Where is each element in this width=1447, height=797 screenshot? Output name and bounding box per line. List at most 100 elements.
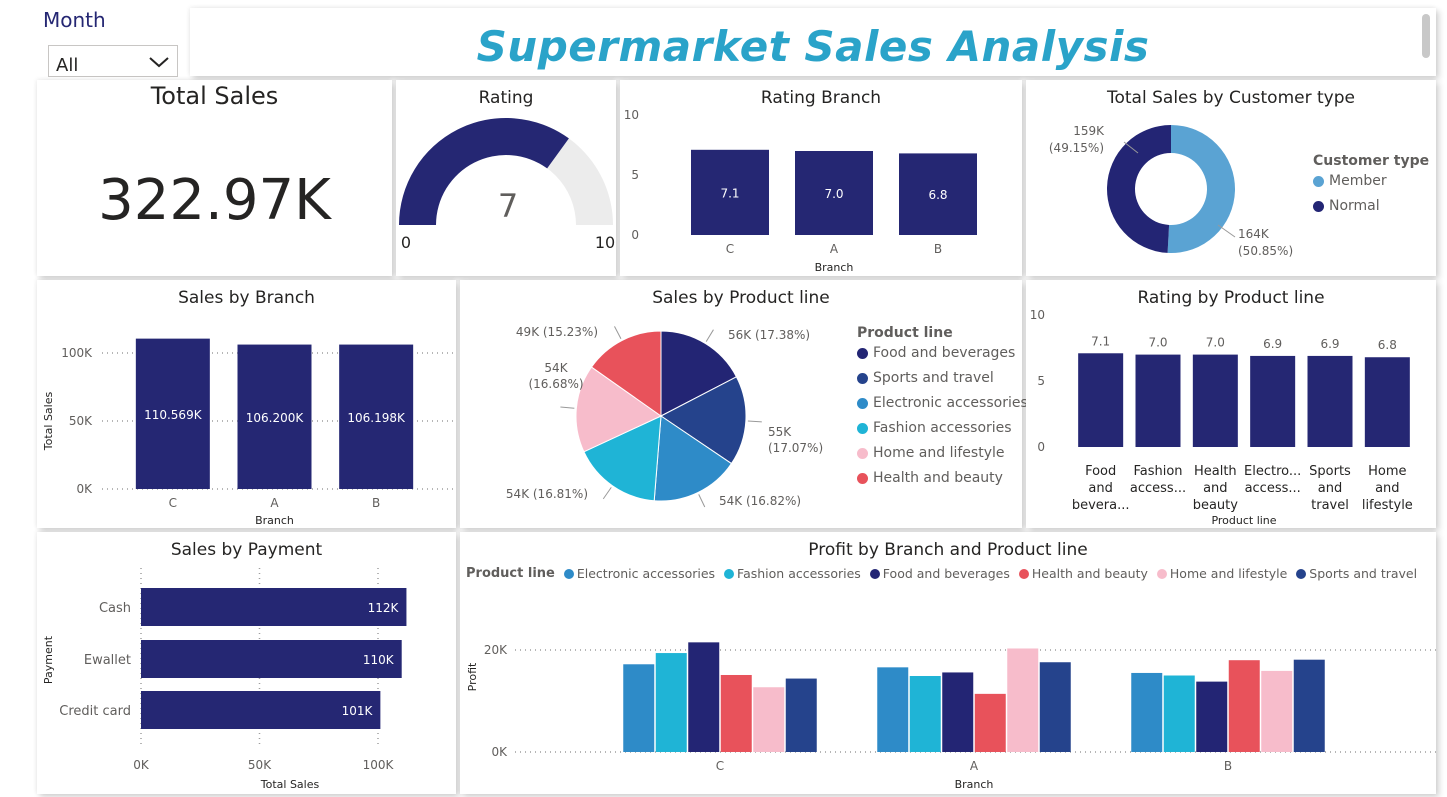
y-tick-label: 0K <box>491 745 508 759</box>
data-label: 49K (15.23%) <box>516 325 598 339</box>
legend-marker <box>563 568 574 579</box>
x-axis-title: Branch <box>255 514 294 527</box>
x-axis-title: Branch <box>815 261 854 274</box>
legend-item[interactable]: Fashion accessories <box>857 420 1028 436</box>
customer-type-chart: 164K (50.85%) 159K (49.15%) <box>1049 124 1293 258</box>
chart-title: Sales by Product line <box>652 288 830 308</box>
legend-marker <box>1018 568 1029 579</box>
chart-title: Total Sales by Customer type <box>1107 88 1355 108</box>
bar <box>135 338 210 489</box>
y-tick-label: 50K <box>69 414 93 428</box>
data-label: 55K <box>768 425 792 439</box>
x-tick-label: B <box>372 496 380 510</box>
x-tick-label: access... <box>1245 481 1301 496</box>
data-label: 6.9 <box>1320 337 1339 351</box>
bar <box>1039 662 1071 752</box>
bar <box>691 149 769 235</box>
product-pie-chart: 56K (17.38%) 55K (17.07%) 54K (16.82%) 54K (… <box>506 325 823 508</box>
bar <box>141 640 402 678</box>
rating-branch-chart: 10 5 0 7.1 C 7.0 A 6.8 B Branch <box>624 108 977 274</box>
gauge-fill <box>399 118 569 225</box>
legend-item[interactable]: Food and beverages <box>857 345 1028 361</box>
bar <box>141 691 381 729</box>
x-tick-label: lifestyle <box>1362 498 1413 513</box>
chart-title: Rating by Product line <box>1137 288 1325 308</box>
rating-product-chart: 10 5 0 7.1 Food and bevera... 7.0 Fashion access.… <box>1030 308 1413 527</box>
data-label: 56K (17.38%) <box>728 328 810 342</box>
month-slicer: Month All <box>37 8 189 78</box>
data-label: 54K (16.81%) <box>506 487 588 501</box>
data-label: 7.0 <box>824 187 843 201</box>
x-tick-label: Home <box>1368 464 1406 479</box>
bar <box>1163 675 1195 752</box>
bar <box>1131 672 1163 752</box>
chevron-down-icon <box>149 57 169 68</box>
legend-marker <box>857 397 868 409</box>
bar <box>785 678 817 752</box>
bar <box>1364 357 1410 447</box>
sales-payment-card: Sales by Payment 0K 50K 100K 112K Cash 110K Ew… <box>37 532 456 794</box>
x-tick-label: Electro... <box>1244 464 1301 479</box>
legend-item[interactable]: Home and lifestyle <box>1156 566 1287 581</box>
month-dropdown[interactable]: All <box>48 45 178 77</box>
x-tick-label: A <box>830 242 839 256</box>
pie-slice <box>575 366 662 453</box>
donut-slice <box>1106 125 1171 253</box>
bar <box>795 151 873 235</box>
leader-line <box>1123 141 1139 154</box>
kpi-total-sales-card: Total Sales 322.97K <box>37 80 392 276</box>
legend-item[interactable]: Electronic accessories <box>857 395 1028 411</box>
profit-card: Profit by Branch and Product line Produc… <box>460 532 1436 794</box>
profit-legend: Product line Electronic accessories Fashi… <box>466 566 1417 581</box>
bar <box>974 693 1006 752</box>
legend-item[interactable]: Sports and travel <box>857 370 1028 386</box>
gauge-min-label: 0 <box>401 233 411 252</box>
legend-marker <box>857 372 868 384</box>
scrollbar[interactable] <box>1422 14 1430 58</box>
legend-marker <box>724 568 735 579</box>
chart-title: Profit by Branch and Product line <box>808 540 1088 560</box>
legend-item[interactable]: Home and lifestyle <box>857 445 1028 461</box>
leader-line <box>698 494 706 508</box>
bar <box>1196 681 1228 752</box>
x-tick-label: beauty <box>1193 498 1239 513</box>
sales-branch-chart: 100K 50K 0K 110.569K C 106.200K A 106.198K B Bran… <box>42 338 456 527</box>
pie-slice <box>660 330 738 417</box>
legend-marker <box>1313 175 1324 187</box>
data-label: 106.200K <box>246 411 305 425</box>
x-axis-title: Branch <box>955 778 994 791</box>
legend-label: Member <box>1329 173 1387 189</box>
legend-title: Customer type <box>1313 153 1430 169</box>
gauge-value-label: 7 <box>498 187 518 225</box>
y-tick-label: 5 <box>1037 374 1045 388</box>
bar <box>720 674 752 752</box>
bar <box>899 153 977 235</box>
legend-item-member[interactable]: Member <box>1313 173 1429 189</box>
legend-marker <box>857 347 868 359</box>
profit-chart: 20K 0K C A B Branch Profit <box>466 642 1436 791</box>
legend-item[interactable]: Electronic accessories <box>563 566 715 581</box>
legend-item[interactable]: Fashion accessories <box>724 566 861 581</box>
bar <box>1228 660 1260 752</box>
legend-item[interactable]: Health and beauty <box>1018 566 1148 581</box>
data-label: 7.1 <box>1091 334 1110 348</box>
y-axis-title: Profit <box>466 662 479 691</box>
report-title: Supermarket Sales Analysis <box>476 22 1150 71</box>
donut-slice <box>1167 125 1235 253</box>
legend-item[interactable]: Sports and travel <box>1296 566 1417 581</box>
legend-marker <box>857 472 868 484</box>
data-label: (16.68%) <box>528 377 583 391</box>
bar <box>237 344 312 489</box>
legend-item[interactable]: Health and beauty <box>857 470 1028 486</box>
legend-item-normal[interactable]: Normal <box>1313 198 1429 214</box>
y-tick-label: 0 <box>1037 440 1045 454</box>
bar <box>942 672 974 752</box>
bar <box>141 588 407 626</box>
data-label: 54K (16.82%) <box>719 494 801 508</box>
leader-line <box>705 329 714 342</box>
data-label: 110K <box>363 653 395 667</box>
legend-item[interactable]: Food and beverages <box>869 566 1010 581</box>
legend-title: Product line <box>466 566 555 581</box>
data-label: 6.9 <box>1263 337 1282 351</box>
y-tick-label: 10 <box>1030 308 1045 322</box>
